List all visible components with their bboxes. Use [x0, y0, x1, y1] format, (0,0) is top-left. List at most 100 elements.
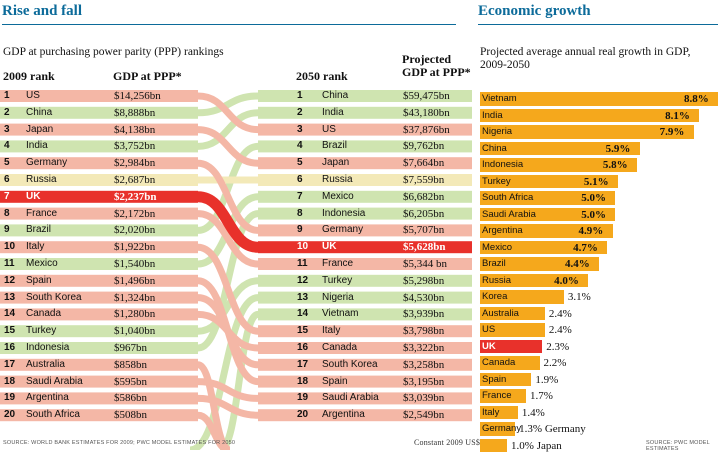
- rows_2009-country-10: Italy: [26, 241, 45, 253]
- rows_2009-country-7: UK: [26, 190, 41, 202]
- rows_2050-rank-7: 7: [297, 190, 303, 202]
- rows_2009-gdp-5: $2,984bn: [114, 157, 156, 170]
- rows_2009-country-12: Spain: [26, 274, 52, 286]
- band-2050-rank-6: [258, 174, 472, 186]
- rows_2009-country-16: Indonesia: [26, 342, 70, 353]
- rows_2050-country-18: Spain: [322, 375, 348, 387]
- rows_2009-rank-18: 18: [4, 375, 16, 387]
- growth-value-label: 5.8%: [602, 159, 628, 171]
- rows_2050-gdp-3: $37,876bn: [403, 123, 450, 136]
- growth-bar-china: [480, 141, 640, 155]
- growth-bar-india: [480, 108, 700, 122]
- rows_2009-gdp-14: $1,280bn: [114, 308, 156, 321]
- rows_2050-country-12: Turkey: [322, 274, 353, 286]
- rows_2050-gdp-10: $5,628bn: [403, 241, 446, 254]
- rows_2009-rank-17: 17: [4, 358, 16, 370]
- col-rank-2009: 2009 rank: [3, 69, 55, 83]
- growth-bar-us: [480, 323, 545, 337]
- rows_2050-country-19: Saudi Arabia: [322, 392, 379, 404]
- rows_2050-gdp-17: $3,258bn: [403, 358, 445, 371]
- rows_2009-gdp-20: $508bn: [114, 409, 147, 422]
- rows_2009-country-1: US: [26, 90, 40, 101]
- rows_2009-rank-13: 13: [4, 291, 16, 303]
- rows_2009-country-15: Turkey: [26, 325, 57, 337]
- col-gdp-2050: Projected GDP at PPP*: [402, 52, 471, 79]
- growth-category-label: Mexico: [482, 241, 513, 253]
- band-2009-rank-3: [0, 123, 198, 136]
- growth-value-label: 4.0%: [554, 274, 579, 287]
- growth-category-label: Nigeria: [482, 126, 513, 137]
- rows_2009-gdp-4: $3,752bn: [114, 140, 156, 153]
- growth-value-label: 5.9%: [605, 142, 631, 155]
- band-2009-rank-16: [0, 342, 198, 354]
- rows_2009-country-18: Saudi Arabia: [26, 375, 83, 387]
- rows_2009-gdp-18: $595bn: [114, 375, 147, 388]
- growth-bar-japan: [480, 438, 508, 452]
- rows_2009-rank-3: 3: [4, 123, 10, 135]
- rows_2050-rank-16: 16: [297, 342, 309, 353]
- growth-bar-nigeria: [480, 125, 694, 139]
- rows_2009-country-19: Argentina: [26, 392, 69, 404]
- rows_2009-gdp-11: $1,540bn: [114, 258, 156, 270]
- movement-line-17-to-out: [196, 361, 232, 450]
- rows_2009-rank-2: 2: [4, 106, 10, 118]
- band-2009-rank-8: [0, 207, 198, 220]
- rows_2050-country-11: France: [322, 258, 354, 269]
- rows_2009-country-2: China: [26, 106, 53, 118]
- rows_2009-rank-20: 20: [4, 409, 16, 421]
- band-2009-rank-15: [0, 325, 198, 338]
- rows_2050-rank-8: 8: [297, 207, 303, 219]
- band-2009-rank-1: [0, 90, 198, 102]
- band-2009-rank-4: [0, 140, 198, 153]
- rows_2050-rank-9: 9: [297, 224, 303, 236]
- rows_2050-country-13: Nigeria: [322, 291, 354, 303]
- rows_2050-gdp-15: $3,798bn: [403, 325, 445, 338]
- band-2009-rank-13: [0, 291, 198, 304]
- growth-value-label: 2.3%: [546, 340, 570, 353]
- rows_2050-gdp-16: $3,322bn: [403, 342, 445, 354]
- rows_2050-rank-10: 10: [297, 241, 309, 253]
- band-2050-rank-7: [258, 190, 472, 203]
- growth-value-label: 8.1%: [665, 109, 690, 122]
- rows_2009-gdp-3: $4,138bn: [114, 123, 156, 136]
- growth-bar-germany: [480, 422, 516, 436]
- rows_2009-rank-15: 15: [4, 325, 16, 337]
- rankings-source: SOURCE: WORLD BANK ESTIMATES FOR 2009; P…: [3, 440, 236, 446]
- rows_2050-gdp-19: $3,039bn: [403, 392, 445, 405]
- band-2009-rank-6: [0, 174, 198, 186]
- growth-category-label: France: [482, 390, 512, 401]
- growth-value-label: 2.4%: [548, 307, 572, 320]
- growth-divider: [478, 24, 718, 25]
- band-2050-rank-10: [258, 241, 472, 254]
- rows_2009-gdp-2: $8,888bn: [114, 106, 156, 119]
- growth-value-label: 1.0% Japan: [511, 439, 562, 452]
- growth-subtitle: Projected average annual real growth in …: [480, 46, 691, 71]
- rows_2050-rank-17: 17: [297, 358, 309, 370]
- growth-value-label: 1.7%: [529, 390, 553, 402]
- band-2009-rank-18: [0, 375, 198, 388]
- rows_2050-rank-12: 12: [297, 274, 309, 286]
- growth-value-label: 5.0%: [581, 192, 606, 204]
- growth-bar-canada: [480, 356, 540, 370]
- growth-category-label: UK: [482, 340, 496, 352]
- rows_2050-country-20: Argentina: [322, 409, 365, 421]
- growth-value-label: 7.9%: [659, 126, 685, 138]
- rows_2050-gdp-1: $59,475bn: [403, 90, 450, 102]
- movement-line-3-to-5: [197, 126, 259, 167]
- rows_2009-rank-12: 12: [4, 274, 16, 286]
- growth-bar-indonesia: [480, 158, 637, 172]
- rows_2050-country-15: Italy: [322, 325, 341, 337]
- growth-category-label: India: [482, 109, 503, 121]
- band-2050-rank-18: [258, 375, 472, 388]
- growth-category-label: China: [482, 142, 507, 154]
- rows_2050-country-9: Germany: [322, 224, 364, 236]
- rows_2050-gdp-4: $9,762bn: [403, 140, 445, 153]
- rows_2050-rank-2: 2: [297, 106, 303, 118]
- growth-bar-south-africa: [480, 191, 616, 205]
- rows_2009-rank-7: 7: [4, 190, 10, 202]
- rows_2009-country-6: Russia: [26, 174, 57, 185]
- rows_2009-gdp-12: $1,496bn: [114, 274, 156, 287]
- rows_2009-rank-19: 19: [4, 392, 16, 404]
- rows_2050-rank-20: 20: [297, 409, 309, 421]
